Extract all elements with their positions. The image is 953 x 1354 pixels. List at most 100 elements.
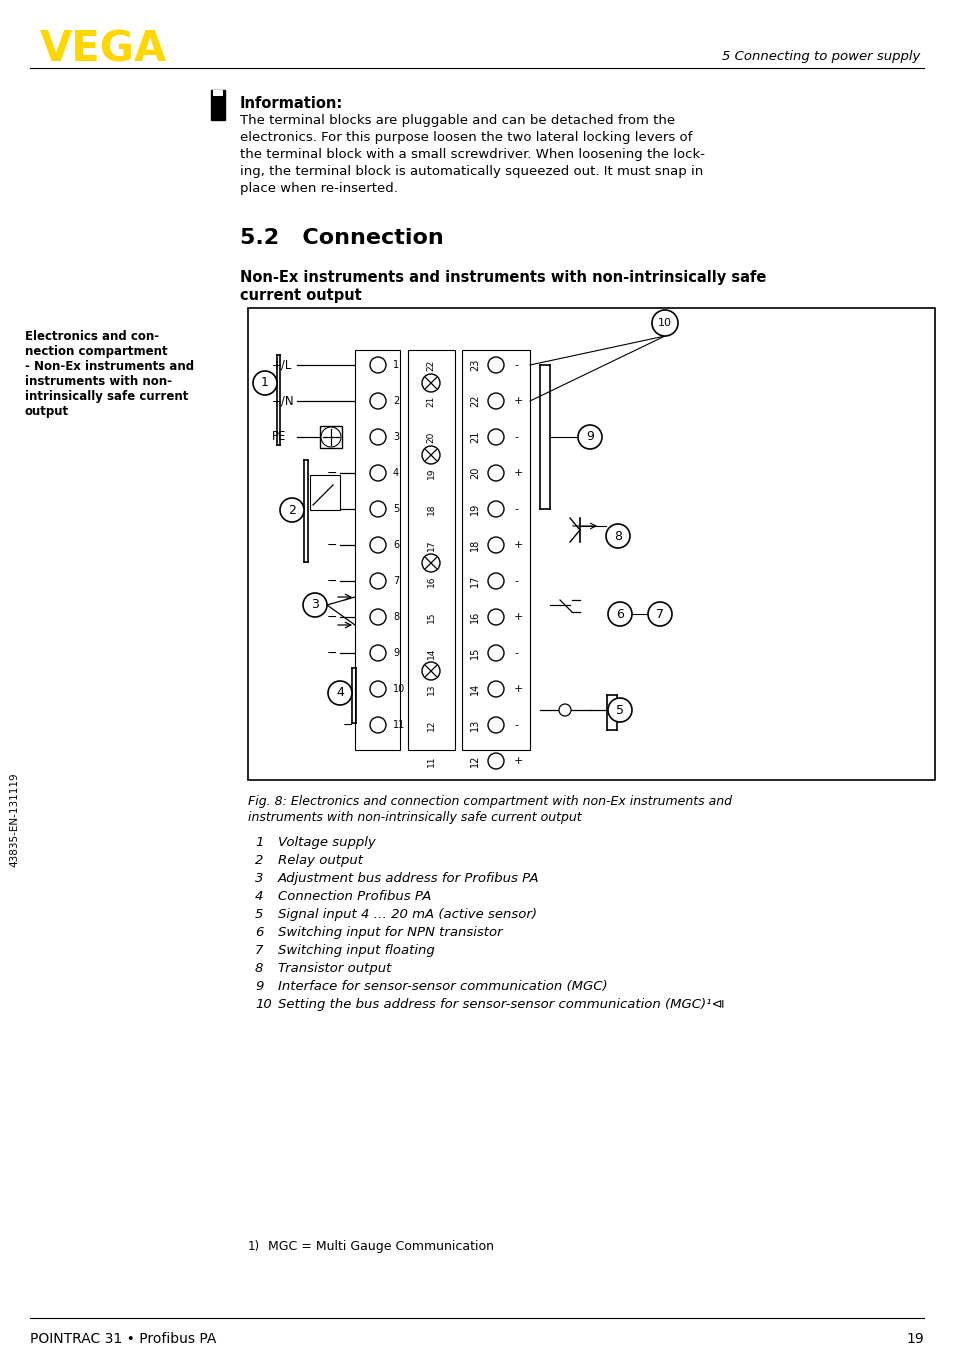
Circle shape: [370, 538, 386, 552]
Text: 22: 22: [470, 395, 479, 408]
Circle shape: [488, 681, 503, 697]
Text: 43835-EN-131119: 43835-EN-131119: [9, 773, 19, 868]
Text: 15: 15: [470, 647, 479, 659]
Text: −: −: [342, 719, 353, 731]
Text: +/L: +/L: [272, 359, 292, 371]
Circle shape: [370, 464, 386, 481]
Circle shape: [370, 393, 386, 409]
Circle shape: [605, 524, 629, 548]
Text: The terminal blocks are pluggable and can be detached from the: The terminal blocks are pluggable and ca…: [240, 114, 675, 127]
Circle shape: [370, 645, 386, 661]
Text: 5: 5: [393, 504, 399, 515]
Circle shape: [488, 609, 503, 626]
Text: 5: 5: [254, 909, 263, 921]
Text: current output: current output: [240, 288, 361, 303]
Text: −: −: [342, 682, 353, 696]
Circle shape: [607, 603, 631, 626]
Circle shape: [651, 310, 678, 336]
Text: 1: 1: [393, 360, 398, 370]
Text: −: −: [326, 574, 336, 588]
Text: 6: 6: [393, 540, 398, 550]
Text: 8: 8: [393, 612, 398, 621]
Circle shape: [488, 393, 503, 409]
Circle shape: [280, 498, 304, 523]
Circle shape: [488, 538, 503, 552]
Circle shape: [421, 445, 439, 464]
Text: -: -: [514, 720, 517, 730]
Text: 13: 13: [470, 719, 479, 731]
Text: 7: 7: [254, 944, 263, 957]
Bar: [248, 307, 934, 780]
Text: +: +: [514, 395, 523, 406]
Text: 20: 20: [470, 467, 479, 479]
Text: 12: 12: [426, 719, 435, 731]
Text: 14: 14: [426, 647, 435, 658]
Text: 6: 6: [254, 926, 263, 940]
Text: Non-Ex instruments and instruments with non-intrinsically safe: Non-Ex instruments and instruments with …: [240, 269, 765, 284]
Circle shape: [488, 429, 503, 445]
Text: -: -: [514, 432, 517, 441]
Text: -: -: [514, 360, 517, 370]
Circle shape: [578, 425, 601, 450]
Text: 19: 19: [426, 467, 435, 479]
Circle shape: [488, 645, 503, 661]
Text: 16: 16: [470, 611, 479, 623]
Text: 3: 3: [254, 872, 263, 886]
Text: 5.2   Connection: 5.2 Connection: [240, 227, 443, 248]
Text: 11: 11: [393, 720, 405, 730]
Circle shape: [488, 357, 503, 372]
Bar: [319, 427, 341, 448]
Text: Transistor output: Transistor output: [277, 961, 391, 975]
Text: 7: 7: [656, 608, 663, 620]
Bar: [213, 89, 223, 96]
Text: +: +: [514, 612, 523, 621]
Text: −/N: −/N: [272, 394, 294, 408]
Text: 17: 17: [426, 539, 435, 551]
Text: place when re-inserted.: place when re-inserted.: [240, 181, 397, 195]
Text: 13: 13: [426, 684, 435, 695]
Text: ing, the terminal block is automatically squeezed out. It must snap in: ing, the terminal block is automatically…: [240, 165, 702, 177]
Text: 18: 18: [470, 539, 479, 551]
Circle shape: [320, 427, 340, 447]
Text: 1: 1: [261, 376, 269, 390]
Text: Fig. 8: Electronics and connection compartment with non-Ex instruments and: Fig. 8: Electronics and connection compa…: [248, 795, 731, 808]
Text: electronics. For this purpose loosen the two lateral locking levers of: electronics. For this purpose loosen the…: [240, 131, 692, 144]
Text: 9: 9: [393, 649, 398, 658]
Text: 15: 15: [426, 611, 435, 623]
Circle shape: [370, 681, 386, 697]
Text: 17: 17: [470, 575, 479, 588]
Text: - Non-Ex instruments and: - Non-Ex instruments and: [25, 360, 193, 372]
Bar: [355, 349, 399, 750]
Text: 12: 12: [470, 754, 479, 768]
Text: 1): 1): [248, 1240, 260, 1252]
Text: +: +: [514, 468, 523, 478]
Circle shape: [488, 573, 503, 589]
Text: 8: 8: [254, 961, 263, 975]
Circle shape: [253, 371, 276, 395]
Text: Signal input 4 … 20 mA (active sensor): Signal input 4 … 20 mA (active sensor): [277, 909, 537, 921]
Text: 19: 19: [470, 502, 479, 515]
Text: -: -: [514, 575, 517, 586]
Text: Voltage supply: Voltage supply: [277, 835, 375, 849]
Text: VEGA: VEGA: [40, 28, 167, 70]
Text: 14: 14: [470, 682, 479, 695]
Text: 4: 4: [254, 890, 263, 903]
Text: Adjustment bus address for Profibus PA: Adjustment bus address for Profibus PA: [277, 872, 539, 886]
Circle shape: [370, 609, 386, 626]
Text: Connection Profibus PA: Connection Profibus PA: [277, 890, 431, 903]
Text: −: −: [326, 646, 336, 659]
Bar: [310, 475, 339, 510]
Text: 5 Connecting to power supply: 5 Connecting to power supply: [720, 50, 919, 64]
Text: 23: 23: [470, 359, 479, 371]
Circle shape: [488, 464, 503, 481]
Text: 21: 21: [470, 431, 479, 443]
Circle shape: [488, 501, 503, 517]
Text: −: −: [326, 467, 336, 479]
Text: MGC = Multi Gauge Communication: MGC = Multi Gauge Communication: [268, 1240, 494, 1252]
Text: the terminal block with a small screwdriver. When loosening the lock-: the terminal block with a small screwdri…: [240, 148, 704, 161]
Bar: [461, 349, 530, 750]
Bar: [408, 349, 455, 750]
Text: intrinsically safe current: intrinsically safe current: [25, 390, 188, 403]
Text: 9: 9: [585, 431, 594, 444]
Text: Electronics and con-: Electronics and con-: [25, 330, 159, 343]
